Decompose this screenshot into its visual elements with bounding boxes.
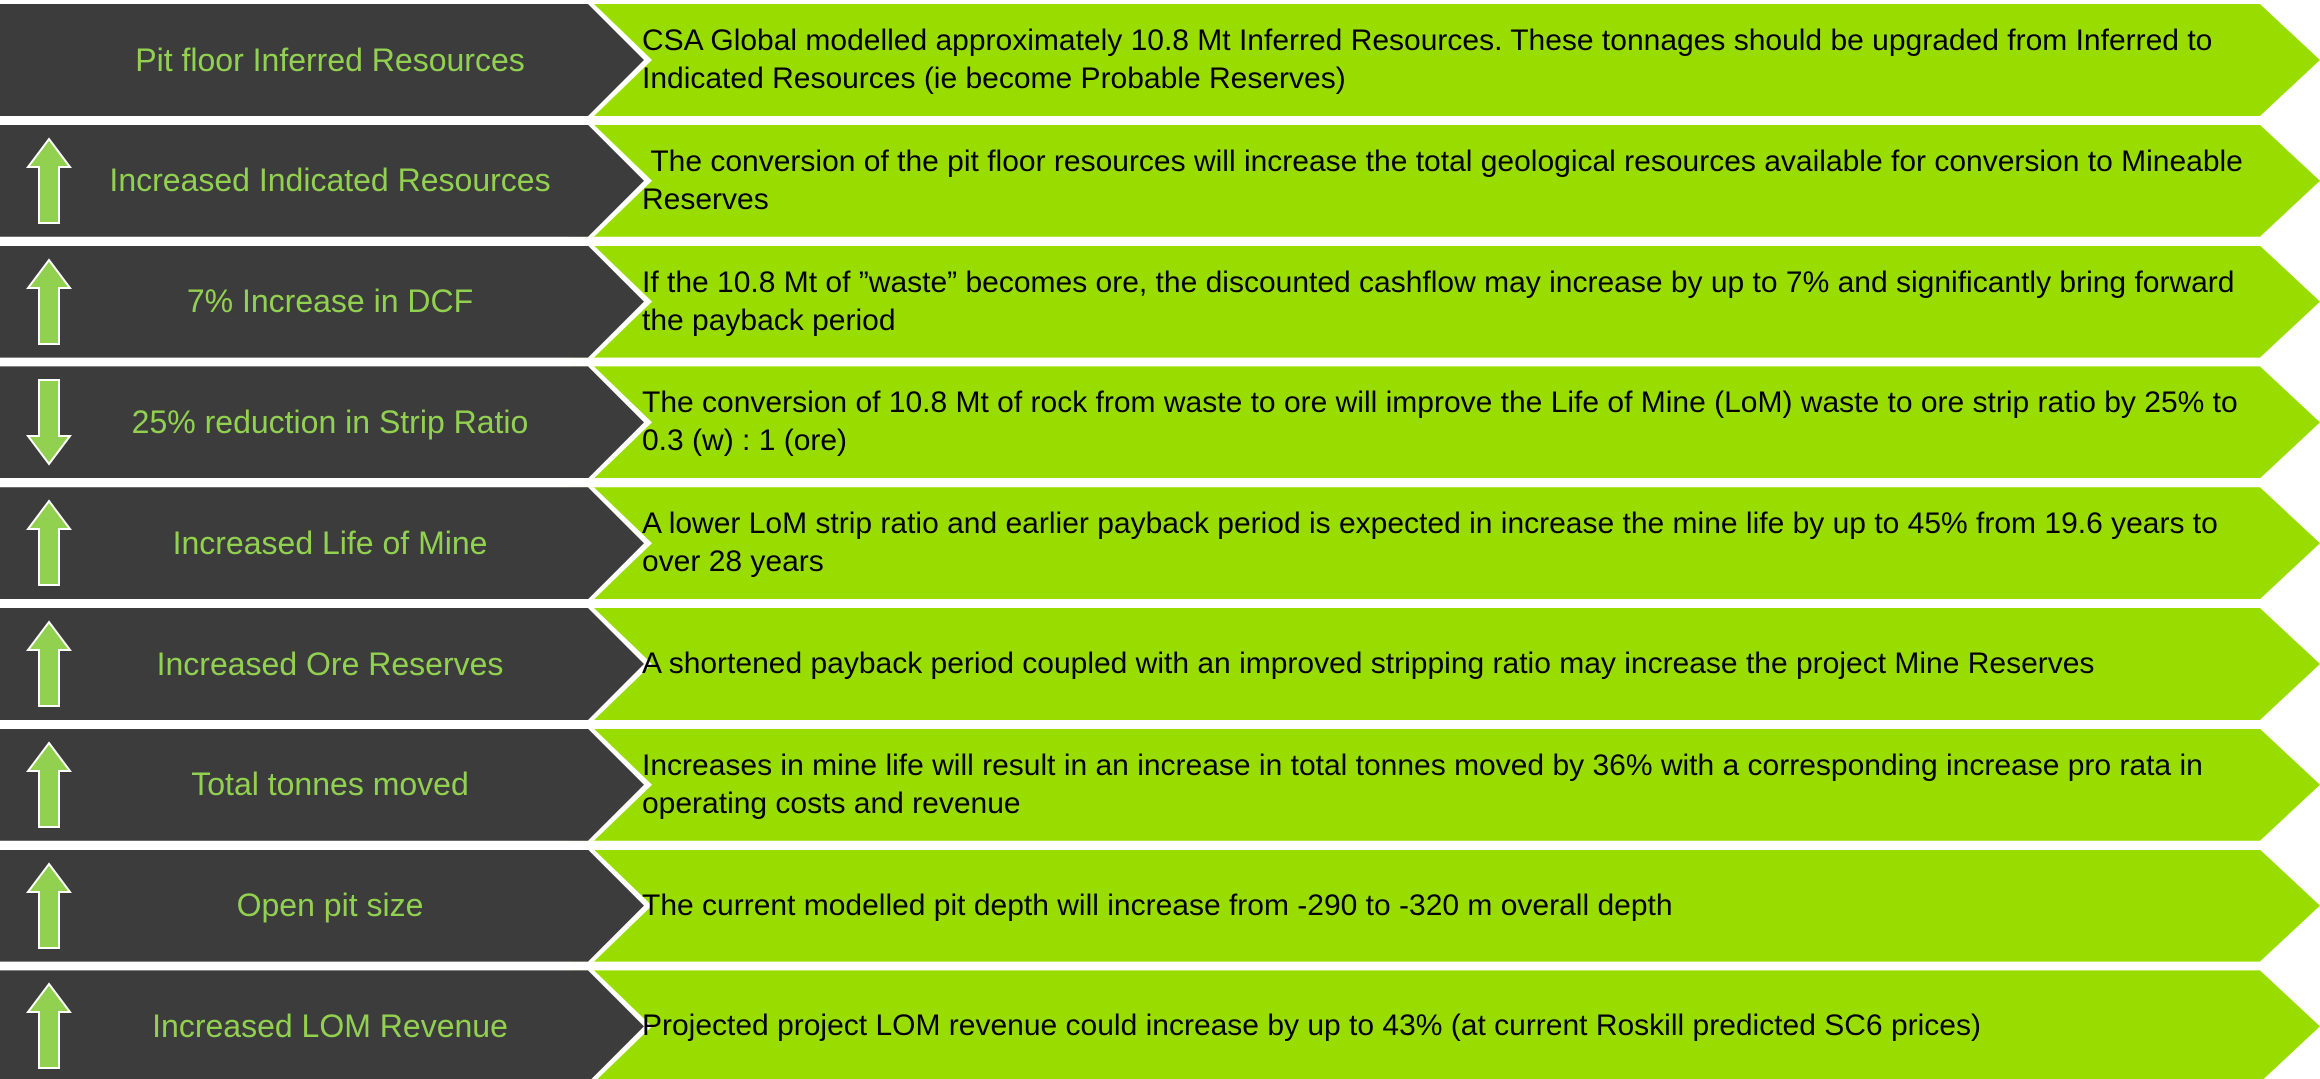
description-box (570, 245, 2320, 358)
row-label: Increased LOM Revenue (152, 1007, 508, 1044)
row-label: Increased Ore Reserves (156, 645, 504, 682)
row: Increased LOM Revenue Projected project L… (0, 970, 2320, 1079)
row-description: CSA Global modelled approximately 10.8 M… (642, 24, 2221, 95)
row-description: The conversion of the pit floor resource… (642, 144, 2252, 216)
row-description: A shortened payback period coupled with … (642, 647, 2095, 680)
row: Open pit size The current modelled pit de… (0, 849, 2320, 962)
row-label: Increased Indicated Resources (109, 162, 551, 199)
row: Increased Life of Mine A lower LoM strip … (0, 487, 2320, 600)
arrow-shape (26, 741, 72, 828)
row-label: 7% Increase in DCF (186, 283, 474, 320)
row: Pit floor Inferred Resources CSA Global m… (0, 4, 2320, 116)
row-label: 25% reduction in Strip Ratio (131, 403, 529, 440)
arrow-shape (26, 499, 72, 587)
row-label: Total tonnes moved (191, 766, 469, 803)
row: 25% reduction in Strip Ratio The conversi… (0, 366, 2320, 479)
description-box (570, 608, 2320, 720)
arrow-up (26, 620, 72, 707)
row: 7% Increase in DCF If the 10.8 Mt of ”was… (0, 245, 2320, 358)
label-box (0, 366, 644, 479)
label-box (0, 728, 644, 841)
row-label: Increased Life of Mine (172, 524, 488, 561)
arrow-up (26, 257, 72, 345)
label-box (0, 970, 644, 1079)
row-label: Pit floor Inferred Resources (135, 41, 525, 78)
arrow-up (26, 982, 72, 1070)
arrow-up (26, 499, 72, 587)
description-box (570, 728, 2320, 841)
arrow-shape (26, 861, 72, 949)
description-box (570, 849, 2320, 962)
arrow-shape (26, 982, 72, 1070)
row-description: The current modelled pit depth will incr… (642, 888, 1673, 922)
arrow-down (26, 379, 72, 467)
arrow-up (26, 861, 72, 949)
arrow-up (26, 741, 72, 828)
row-description: Increases in mine life will result in an… (642, 748, 2212, 820)
row: Total tonnes moved Increases in mine life… (0, 728, 2320, 841)
description-box (570, 4, 2320, 116)
arrow-shape (26, 379, 72, 467)
row-description: Projected project LOM revenue could incr… (642, 1009, 1981, 1043)
label-box (0, 4, 644, 116)
label-box (0, 245, 644, 358)
label-box (0, 124, 644, 237)
row-label: Open pit size (236, 887, 424, 924)
description-box (570, 970, 2320, 1079)
arrow-shape (26, 257, 72, 345)
row: Increased Ore Reserves A shortened paybac… (0, 608, 2320, 720)
description-box (570, 487, 2320, 600)
description-box (570, 124, 2320, 237)
arrow-up (26, 137, 72, 224)
label-box (0, 487, 644, 600)
row-description: The conversion of 10.8 Mt of rock from w… (642, 386, 2247, 458)
row-description: A lower LoM strip ratio and earlier payb… (642, 507, 2227, 579)
label-box (0, 608, 644, 720)
label-box (0, 849, 644, 962)
row: Increased Indicated Resources The conver… (0, 124, 2320, 237)
arrow-shape (26, 137, 72, 224)
description-box (570, 366, 2320, 479)
row-description: If the 10.8 Mt of ”waste” becomes ore, t… (642, 265, 2243, 337)
arrow-shape (26, 620, 72, 707)
